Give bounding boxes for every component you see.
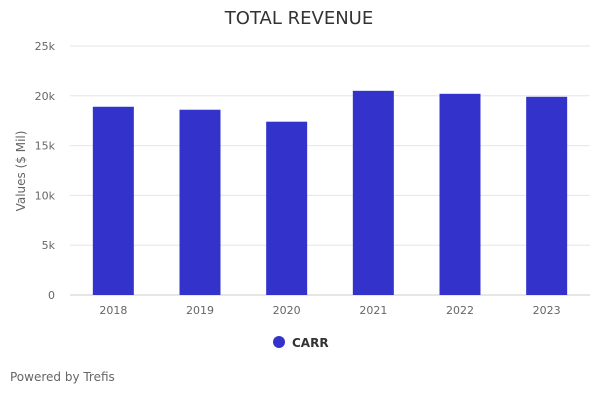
y-tick-label: 0: [48, 289, 55, 302]
x-tick-label: 2018: [99, 304, 127, 317]
gridlines: [70, 45, 590, 296]
bar-2022[interactable]: [439, 93, 481, 295]
y-tick-label: 10k: [35, 189, 56, 202]
powered-by-credit[interactable]: Powered by Trefis: [10, 370, 115, 384]
y-tick-label: 15k: [35, 140, 56, 153]
x-tick-label: 2019: [186, 304, 214, 317]
y-axis-ticks: 0 5k 10k 15k 20k 25k: [35, 40, 56, 302]
bar-2023[interactable]: [526, 96, 568, 296]
x-tick-label: 2023: [533, 304, 561, 317]
y-axis-label: Values ($ Mil): [14, 131, 28, 212]
bar-2020[interactable]: [266, 121, 308, 295]
x-tick-label: 2021: [359, 304, 387, 317]
bars: [92, 90, 568, 296]
legend-label[interactable]: CARR: [292, 336, 329, 350]
legend[interactable]: CARR: [273, 336, 329, 350]
x-tick-label: 2020: [273, 304, 301, 317]
y-tick-label: 5k: [42, 239, 56, 252]
chart-title: TOTAL REVENUE: [224, 8, 373, 29]
bar-2021[interactable]: [352, 90, 394, 295]
x-axis-ticks: 2018 2019 2020 2021 2022 2023: [99, 304, 560, 317]
y-tick-label: 25k: [35, 40, 56, 53]
bar-2018[interactable]: [92, 106, 134, 295]
bar-2019[interactable]: [179, 109, 221, 295]
legend-marker[interactable]: [273, 336, 285, 348]
x-tick-label: 2022: [446, 304, 474, 317]
y-tick-label: 20k: [35, 90, 56, 103]
